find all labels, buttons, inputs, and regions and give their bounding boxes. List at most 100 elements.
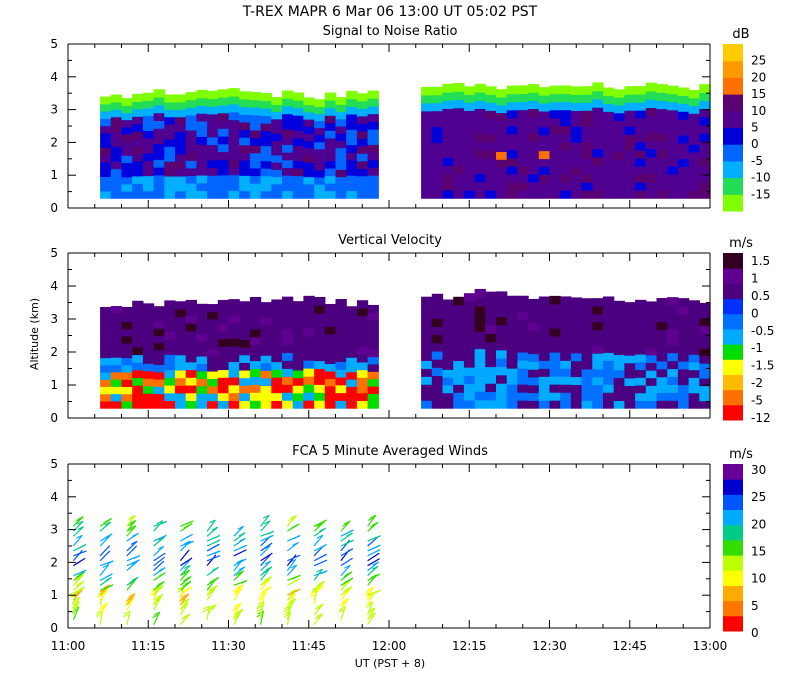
- field-cell: [324, 100, 337, 109]
- colorbar-swatch: [723, 570, 743, 586]
- field-cell: [217, 315, 230, 324]
- field-cell: [132, 101, 144, 110]
- field-cell: [560, 93, 572, 103]
- field-cell: [699, 116, 711, 126]
- field-cell: [667, 117, 679, 127]
- field-cell: [592, 148, 604, 158]
- field-cell: [196, 326, 208, 335]
- field-cell: [613, 89, 625, 98]
- field-cell: [303, 311, 315, 321]
- wind-barb: [286, 564, 298, 576]
- field-cell: [282, 113, 294, 122]
- field-cell: [474, 305, 486, 316]
- field-cell: [496, 120, 508, 129]
- field-cell: [431, 375, 444, 385]
- field-cell: [260, 302, 272, 311]
- wind-barb-flag: [319, 527, 326, 532]
- y-tick-label: 0: [50, 201, 58, 215]
- field-cell: [132, 175, 144, 184]
- field-cell: [688, 144, 700, 153]
- wind-barb: [99, 588, 109, 601]
- wind-barb: [99, 545, 111, 557]
- field-cell: [688, 151, 700, 161]
- field-cell: [271, 400, 283, 409]
- field-cell: [282, 344, 294, 353]
- field-cell: [121, 191, 133, 199]
- field-cell: [677, 337, 690, 346]
- field-cell: [228, 322, 240, 331]
- field-cell: [164, 385, 176, 394]
- wind-barb-flag: [317, 584, 324, 589]
- field-cell: [356, 361, 369, 371]
- field-cell: [142, 160, 155, 169]
- field-cell: [153, 371, 165, 380]
- field-cell: [442, 165, 454, 175]
- field-cell: [356, 138, 369, 147]
- field-cell: [196, 182, 208, 192]
- wind-barb-flag: [342, 597, 350, 602]
- wind-barb-flag: [238, 566, 246, 571]
- wind-barb-flag: [342, 522, 349, 527]
- field-cell: [485, 118, 497, 127]
- wind-barb-flag: [209, 587, 216, 592]
- field-cell: [132, 300, 144, 310]
- field-cell: [335, 400, 347, 409]
- field-cell: [292, 301, 304, 310]
- field-cell: [282, 360, 294, 369]
- field-cell: [121, 350, 133, 359]
- field-cell: [667, 125, 679, 135]
- field-cell: [688, 190, 700, 199]
- field-cell: [207, 348, 219, 357]
- wind-barb: [260, 542, 273, 552]
- field-cell: [217, 97, 230, 106]
- field-cell: [635, 86, 647, 95]
- field-cell: [217, 299, 230, 309]
- field-cell: [324, 122, 337, 131]
- field-cell: [260, 339, 272, 349]
- field-cell: [592, 165, 604, 174]
- field-cell: [175, 146, 187, 155]
- field-cell: [175, 392, 187, 402]
- field-cell: [496, 291, 508, 301]
- field-cell: [538, 328, 551, 337]
- wind-barb-flag: [154, 596, 162, 601]
- field-cell: [228, 119, 240, 129]
- field-cell: [260, 175, 272, 184]
- field-cell: [207, 304, 219, 313]
- wind-barb-flag: [318, 580, 325, 585]
- field-cell: [335, 104, 347, 113]
- wind-barb: [179, 559, 191, 572]
- wind-barb-flag: [369, 523, 377, 528]
- field-cell: [346, 335, 358, 344]
- field-cell: [560, 328, 572, 337]
- colorbar-level-label: -12: [751, 411, 771, 425]
- field-cell: [570, 158, 583, 167]
- field-cell: [656, 384, 668, 393]
- field-cell: [635, 166, 647, 175]
- field-cell: [132, 385, 144, 394]
- field-cell: [421, 392, 433, 401]
- field-cell: [260, 100, 272, 109]
- field-cell: [217, 190, 230, 199]
- wind-barb-flag: [342, 581, 349, 586]
- x-tick-label: 12:00: [372, 639, 407, 653]
- field-cell: [635, 361, 647, 371]
- field-cell: [517, 173, 529, 183]
- field-cell: [592, 90, 604, 100]
- field-cell: [175, 168, 187, 177]
- colorbar-level-label: 25: [751, 490, 766, 504]
- field-cell: [517, 149, 529, 159]
- field-cell: [474, 391, 486, 401]
- field-cell: [581, 298, 593, 307]
- field-cell: [688, 300, 700, 309]
- field-cell: [314, 99, 326, 107]
- field-cell: [346, 379, 358, 387]
- field-cell: [217, 159, 230, 168]
- field-cell: [207, 90, 219, 100]
- wind-barb-flag: [211, 526, 219, 531]
- field-cell: [196, 348, 208, 357]
- field-cell: [528, 149, 540, 159]
- field-cell: [185, 330, 197, 340]
- field-cell: [474, 322, 486, 333]
- colorbar-swatch: [723, 77, 743, 95]
